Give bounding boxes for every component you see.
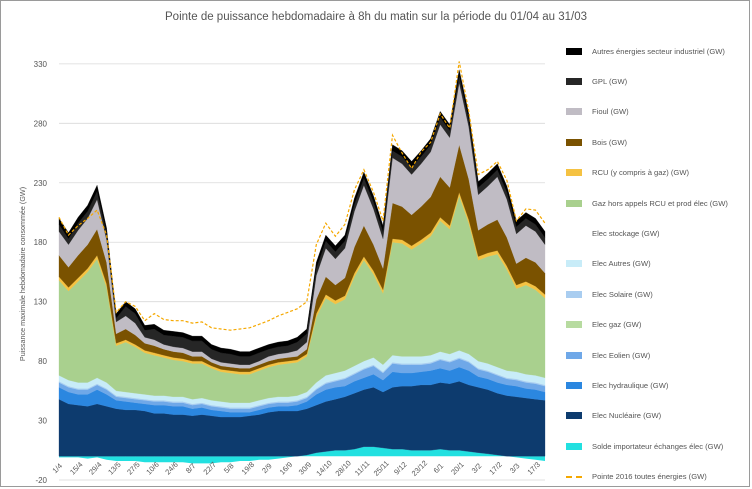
legend-label: Elec Autres (GW): [592, 259, 651, 269]
y-tick-label: -20: [35, 476, 47, 485]
x-tick-label: 25/11: [372, 459, 391, 478]
legend-label: RCU (y compris à gaz) (GW): [592, 168, 690, 178]
x-tick-label: 17/2: [487, 460, 504, 477]
chart-title: Pointe de puissance hebdomadaire à 8h du…: [165, 11, 587, 23]
legend-label: Pointe 2016 toutes énergies (GW): [592, 472, 707, 482]
x-tick-label: 5/8: [222, 461, 236, 475]
x-tick-label: 15/4: [68, 460, 85, 477]
y-axis-label: Puissance maximale hebdomadaire consommé…: [18, 187, 27, 361]
legend-label: GPL (GW): [592, 76, 628, 86]
legend-swatch: [566, 47, 582, 55]
x-tick-label: 20/1: [449, 460, 466, 477]
legend-item: Autres énergies secteur industriel (GW): [566, 44, 725, 58]
x-tick-label: 24/6: [163, 460, 180, 477]
legend-swatch: [566, 381, 582, 389]
legend-item: Fioul (GW): [566, 105, 629, 119]
legend-swatch: [566, 260, 582, 268]
x-tick-label: 23/12: [410, 459, 429, 478]
y-tick-label: 30: [38, 417, 47, 426]
x-tick-label: 1/4: [50, 461, 64, 475]
legend-item: RCU (y compris à gaz) (GW): [566, 166, 689, 180]
legend-item: Elec Eolien (GW): [566, 348, 650, 362]
legend-label: Gaz hors appels RCU et prod élec (GW): [592, 198, 728, 208]
area-solde-importateur-changes-lec-gw-: [59, 446, 545, 464]
x-tick-label: 2/9: [260, 461, 274, 475]
x-tick-label: 29/4: [87, 460, 104, 477]
legend-label: Bois (GW): [592, 137, 628, 147]
legend-item: Bois (GW): [566, 135, 627, 149]
x-tick-label: 3/2: [470, 461, 484, 475]
legend-swatch: [566, 475, 582, 478]
x-tick-label: 8/7: [184, 461, 198, 475]
y-tick-label: 280: [34, 119, 48, 128]
legend-swatch: [566, 108, 582, 116]
x-tick-label: 13/5: [106, 460, 123, 477]
y-tick-label: 230: [34, 179, 48, 188]
x-tick-label: 27/5: [125, 460, 142, 477]
legend-swatch: [566, 169, 582, 177]
y-tick-label: 130: [34, 298, 48, 307]
legend-item: Elec Autres (GW): [566, 257, 651, 271]
legend-item: Elec stockage (GW): [566, 226, 660, 240]
legend-swatch: [566, 77, 582, 85]
x-tick-label: 30/9: [297, 460, 314, 477]
legend-swatch: [566, 290, 582, 298]
legend-swatch: [566, 199, 582, 207]
x-tick-label: 28/10: [333, 459, 352, 478]
legend-label: Elec stockage (GW): [592, 228, 660, 238]
legend-swatch: [566, 442, 582, 450]
legend-swatch: [566, 321, 582, 329]
legend-label: Elec Solaire (GW): [592, 289, 653, 299]
y-tick-label: 80: [38, 357, 47, 366]
y-tick-label: 180: [34, 238, 48, 247]
legend-item: Solde importateur échanges élec (GW): [566, 439, 723, 453]
legend-item: Elec Solaire (GW): [566, 287, 653, 301]
legend-label: Fioul (GW): [592, 107, 629, 117]
legend-label: Solde importateur échanges élec (GW): [592, 441, 724, 451]
legend-label: Elec Eolien (GW): [592, 350, 651, 360]
legend-label: Autres énergies secteur industriel (GW): [592, 46, 725, 56]
x-tick-label: 11/11: [353, 459, 372, 478]
legend-label: Elec gaz (GW): [592, 320, 642, 330]
x-tick-label: 6/1: [432, 461, 446, 475]
legend-item: Elec Nucléaire (GW): [566, 409, 661, 423]
x-tick-label: 17/3: [525, 460, 542, 477]
x-tick-label: 16/9: [278, 460, 295, 477]
legend-item: GPL (GW): [566, 74, 627, 88]
pointe-2016-line: [58, 61, 546, 331]
x-tick-label: 3/3: [508, 461, 522, 475]
legend-swatch: [566, 351, 582, 359]
x-tick-label: 10/6: [144, 460, 161, 477]
x-tick-label: 9/12: [392, 460, 409, 477]
area-autres-nergies-secteur-industriel-gw-: [58, 69, 546, 357]
legend-label: Elec Nucléaire (GW): [592, 411, 662, 421]
x-tick-label: 14/10: [314, 459, 333, 478]
x-tick-label: 19/8: [240, 460, 257, 477]
legend-item: Elec hydraulique (GW): [566, 378, 668, 392]
legend-swatch: [566, 229, 582, 237]
legend-swatch: [566, 412, 582, 420]
legend-swatch: [566, 138, 582, 146]
legend-label: Elec hydraulique (GW): [592, 380, 669, 390]
legend-item: Pointe 2016 toutes énergies (GW): [566, 470, 707, 484]
y-tick-label: 330: [34, 60, 48, 69]
legend-item: Gaz hors appels RCU et prod élec (GW): [566, 196, 728, 210]
legend-item: Elec gaz (GW): [566, 318, 641, 332]
